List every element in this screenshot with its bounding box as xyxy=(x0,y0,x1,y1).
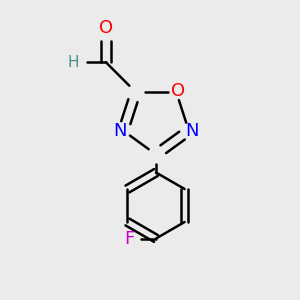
Text: H: H xyxy=(68,55,80,70)
Text: O: O xyxy=(171,82,185,100)
Text: N: N xyxy=(185,122,199,140)
Text: N: N xyxy=(113,122,127,140)
Text: F: F xyxy=(124,230,134,247)
Text: O: O xyxy=(99,19,113,37)
